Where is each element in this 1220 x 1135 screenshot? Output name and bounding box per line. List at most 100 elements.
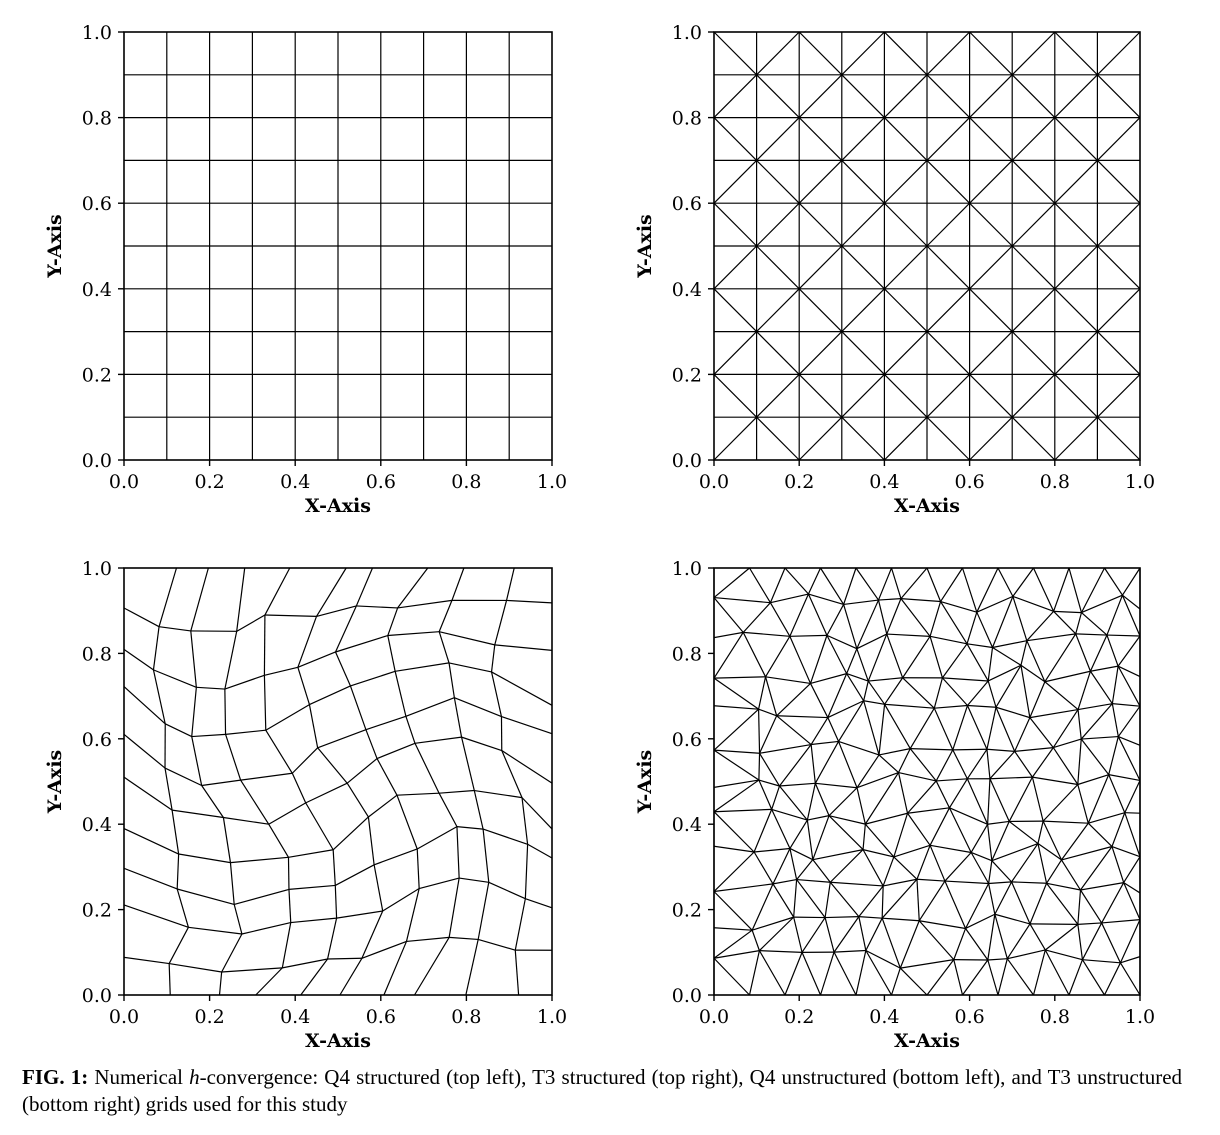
element-edge: [448, 877, 460, 938]
element-edge: [966, 778, 989, 825]
element-edge: [758, 779, 773, 810]
element-edge: [1080, 567, 1106, 613]
element-edge: [758, 753, 761, 781]
element-edge: [355, 567, 374, 607]
element-edge: [877, 567, 893, 601]
element-edge: [191, 687, 197, 737]
element-edge: [123, 733, 166, 769]
element-diagonal: [1096, 288, 1141, 333]
element-edge: [488, 881, 526, 900]
element-edge: [846, 648, 858, 674]
element-edge: [397, 567, 429, 609]
element-edge: [1077, 922, 1102, 925]
element-edge: [521, 797, 529, 845]
element-edge: [1011, 881, 1031, 925]
element-edge: [1020, 640, 1028, 666]
element-diagonal: [926, 31, 971, 76]
element-edge: [265, 704, 310, 731]
element-diagonal: [969, 202, 1013, 247]
element-edge: [765, 635, 791, 678]
element-diagonal: [1054, 331, 1098, 375]
y-tick-label: 1.0: [82, 558, 112, 580]
element-edge: [907, 812, 931, 846]
element-diagonal: [756, 159, 800, 204]
element-edge: [1061, 822, 1089, 861]
element-diagonal: [1054, 31, 1098, 76]
element-edge: [942, 677, 989, 682]
element-edge: [759, 950, 803, 953]
element-diagonal: [1011, 74, 1056, 119]
element-edge: [332, 816, 369, 851]
element-edge: [796, 859, 814, 880]
element-edge: [1014, 717, 1031, 752]
element-edge: [1121, 594, 1141, 637]
element-edge: [448, 662, 455, 698]
element-edge: [843, 599, 879, 606]
element-edge: [806, 783, 816, 821]
element-diagonal: [798, 373, 843, 418]
element-edge: [477, 882, 490, 940]
element-edge: [824, 882, 831, 918]
element-edge: [916, 845, 931, 880]
element-edge: [1123, 882, 1141, 920]
element-edge: [771, 809, 791, 849]
element-diagonal: [756, 331, 800, 375]
element-edge: [416, 826, 458, 850]
x-tick-label: 0.0: [699, 1006, 729, 1028]
element-edge: [1117, 635, 1141, 667]
element-edge: [1068, 959, 1084, 996]
element-edge: [1044, 633, 1077, 683]
element-edge: [346, 758, 378, 784]
element-edge: [164, 723, 192, 738]
element-edge: [997, 958, 1008, 996]
element-edge: [178, 853, 231, 864]
element-diagonal: [1096, 31, 1141, 76]
y-tick-label: 0.8: [82, 643, 112, 665]
element-edge: [713, 749, 760, 754]
element-edge: [898, 771, 937, 782]
element-edge: [1112, 703, 1141, 707]
y-axis-label: Y-Axis: [44, 750, 66, 815]
element-diagonal: [926, 74, 971, 119]
element-edge: [838, 740, 880, 756]
element-edge: [317, 747, 348, 784]
element-edge: [933, 707, 954, 751]
element-edge: [988, 860, 993, 884]
element-edge: [907, 780, 937, 814]
element-edge: [414, 736, 462, 744]
element-edge: [865, 950, 893, 996]
element-edge: [970, 852, 990, 884]
element-edge: [919, 920, 966, 930]
element-edge: [713, 845, 755, 853]
element-edge: [501, 750, 553, 784]
element-edge: [224, 674, 265, 690]
element-diagonal: [841, 31, 885, 76]
element-edge: [812, 815, 830, 860]
element-edge: [863, 700, 885, 705]
element-edge: [769, 567, 786, 603]
element-edge: [826, 604, 845, 636]
element-edge: [264, 567, 291, 616]
element-edge: [1075, 633, 1107, 636]
element-edge: [406, 936, 450, 943]
element-edge: [1075, 612, 1083, 635]
element-edge: [753, 809, 773, 853]
x-tick-label: 0.2: [784, 471, 814, 493]
mesh-t3-structured: [713, 31, 1141, 461]
element-diagonal: [883, 202, 928, 247]
element-edge: [414, 743, 440, 794]
element-edge: [376, 742, 416, 760]
element-edge: [837, 741, 858, 788]
element-edge: [236, 567, 246, 632]
axis-ticks: 0.0 0.2 0.4 0.6 0.8 1.0 0.0 0.2 0.4 0.6 0.8 1.0: [672, 558, 1155, 1028]
element-edge: [991, 821, 1010, 861]
element-diagonal: [798, 117, 843, 161]
y-tick-label: 0.8: [82, 108, 112, 130]
element-diagonal: [713, 31, 758, 76]
element-edge: [1119, 962, 1141, 996]
element-edge: [881, 885, 884, 919]
element-edge: [1101, 922, 1121, 964]
mesh-t3-unstructured: [713, 567, 1141, 996]
element-edge: [827, 673, 848, 718]
element-edge: [936, 778, 968, 782]
